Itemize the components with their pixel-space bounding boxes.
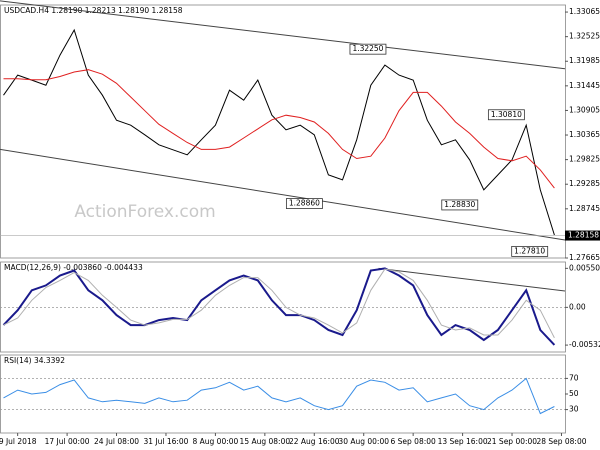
panel-title: RSI(14) 34.3392 [4,356,65,365]
last-price-label: 1.28158 [568,231,599,240]
annotation-box [285,198,323,209]
y-tick-label: 1.27665 [569,253,600,262]
series-line [3,28,555,236]
series-line [3,69,555,189]
series-line [2,267,556,346]
x-tick-label: 22 Aug 16:00 [289,437,340,446]
panel-title: MACD(12,26,9) -0.003860 -0.004433 [4,263,143,272]
y-tick-label: 1.33065 [569,7,600,16]
y-tick-label: 50 [569,389,579,398]
y-tick-label: 70 [569,373,579,382]
annotation-label: 1.30810 [491,110,522,119]
y-tick-label: 30 [569,405,579,414]
y-tick-label: 1.29285 [569,179,600,188]
y-tick-label: 1.32525 [569,32,600,41]
annotation-box [511,245,549,257]
panel-title: USDCAD.H4 1.28190 1.28213 1.28190 1.2815… [4,6,183,15]
y-tick-label: 1.29825 [569,155,600,164]
x-tick-label: 30 Aug 00:00 [338,437,389,446]
y-tick-label: -0.005326 [569,340,600,349]
y-tick-label: 0.005503 [569,263,600,272]
x-tick-label: 8 Aug 00:00 [193,437,239,446]
annotation-label: 1.28830 [444,200,475,209]
series-line [3,377,555,415]
annotation-label: 1.28860 [289,199,320,208]
x-tick-label: 15 Aug 08:00 [240,437,291,446]
watermark: ActionForex.com [74,202,215,222]
panel-frame [0,4,566,259]
x-tick-label: 31 Jul 16:00 [143,437,188,446]
series-line [3,268,555,339]
x-tick-label: 21 Sep 00:00 [487,437,537,446]
annotation-label: 1.32250 [352,44,383,53]
x-tick-label: 28 Sep 08:00 [536,437,586,446]
annotation-label: 1.27810 [514,246,545,255]
y-tick-label: 0.00 [569,302,586,311]
x-tick-label: 9 Jul 2018 [0,437,37,446]
x-tick-label: 13 Sep 16:00 [438,437,488,446]
last-price-box [565,230,600,241]
annotation-box [441,199,479,211]
y-tick-label: 1.31985 [569,56,600,65]
x-tick-label: 6 Sep 08:00 [391,437,437,446]
trendline [0,0,566,70]
x-tick-label: 24 Jul 08:00 [94,437,139,446]
y-tick-label: 1.31445 [569,81,600,90]
trendline [0,148,566,241]
annotation-box [349,43,387,55]
y-tick-label: 1.28745 [569,204,600,213]
annotation-box [487,109,525,121]
trendline [378,267,566,292]
x-tick-label: 17 Jul 00:00 [45,437,90,446]
y-tick-label: 1.30365 [569,130,600,139]
y-tick-label: 1.30905 [569,105,600,114]
